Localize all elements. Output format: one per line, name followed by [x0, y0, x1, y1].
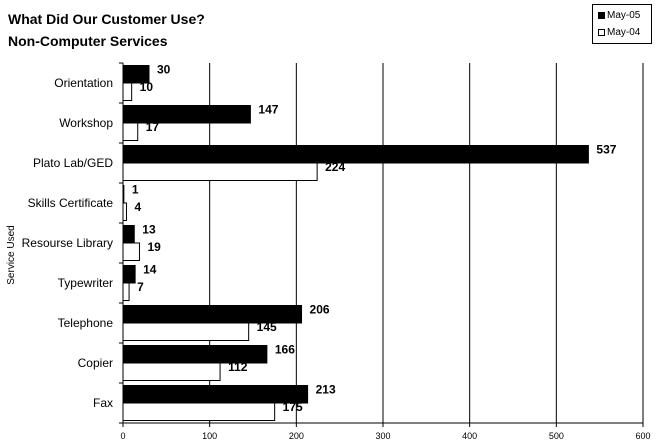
data-label-may-05-workshop: 147 [258, 102, 278, 116]
bar-may-04-resourse-library [122, 242, 140, 261]
bar-may-04-skills-certificate [122, 202, 127, 221]
category-label-copier: Copier [78, 356, 113, 370]
bar-may-04-copier [122, 362, 221, 381]
bar-may-05-resourse-library [122, 225, 135, 244]
bar-may-05-fax [122, 385, 309, 404]
bar-may-04-plato-lab-ged [122, 162, 318, 181]
category-label-orientation: Orientation [54, 76, 113, 90]
bar-may-04-typewriter [122, 282, 130, 301]
chart-subtitle: Non-Computer Services [8, 33, 168, 49]
legend-label-may-05: May-05 [607, 10, 641, 21]
bar-may-04-workshop [122, 122, 139, 141]
data-label-may-04-copier: 112 [228, 360, 248, 374]
data-label-may-05-plato-lab-ged: 537 [596, 142, 616, 156]
y-axis-title: Service Used [6, 225, 17, 284]
x-tick-label: 600 [635, 431, 650, 441]
x-tick-label: 0 [120, 431, 125, 441]
bar-may-05-orientation [122, 65, 150, 84]
bar-may-04-orientation [122, 82, 133, 101]
legend-item-may-04: May-04 [598, 27, 640, 38]
chart-title: What Did Our Customer Use? [8, 11, 205, 27]
data-label-may-04-fax: 175 [283, 400, 303, 414]
bar-may-05-plato-lab-ged [122, 145, 589, 164]
data-label-may-04-workshop: 17 [146, 120, 160, 134]
legend-swatch-may-05 [598, 12, 605, 19]
x-tick-label: 200 [289, 431, 304, 441]
data-label-may-05-resourse-library: 13 [142, 222, 156, 236]
category-label-telephone: Telephone [58, 316, 114, 330]
data-label-may-05-copier: 166 [275, 342, 295, 356]
legend: May-05 May-04 [592, 4, 652, 44]
x-tick-label: 500 [549, 431, 564, 441]
category-label-plato-lab-ged: Plato Lab/GED [33, 156, 113, 170]
data-label-may-04-plato-lab-ged: 224 [325, 160, 345, 174]
category-label-resourse-library: Resourse Library [22, 236, 113, 250]
data-label-may-05-typewriter: 14 [143, 262, 157, 276]
legend-swatch-may-04 [598, 29, 605, 36]
data-label-may-05-fax: 213 [316, 382, 336, 396]
data-label-may-04-skills-certificate: 4 [134, 200, 141, 214]
category-label-typewriter: Typewriter [58, 276, 113, 290]
bar-may-04-telephone [122, 322, 250, 341]
x-tick-label: 400 [462, 431, 477, 441]
legend-item-may-05: May-05 [598, 10, 640, 21]
data-label-may-05-skills-certificate: 1 [132, 182, 139, 196]
data-label-may-05-orientation: 30 [157, 62, 171, 76]
category-label-fax: Fax [93, 396, 113, 410]
legend-label-may-04: May-04 [607, 27, 641, 38]
data-label-may-05-telephone: 206 [310, 302, 330, 316]
bar-may-05-workshop [122, 105, 251, 124]
bar-may-04-fax [122, 402, 276, 421]
x-tick-label: 300 [375, 431, 390, 441]
bar-may-05-skills-certificate [122, 185, 125, 204]
data-label-may-04-orientation: 10 [140, 80, 154, 94]
bar-may-05-typewriter [122, 265, 136, 284]
data-label-may-04-resourse-library: 19 [147, 240, 161, 254]
data-label-may-04-telephone: 145 [257, 320, 277, 334]
data-label-may-04-typewriter: 7 [137, 280, 144, 294]
category-label-workshop: Workshop [59, 116, 113, 130]
category-label-skills-certificate: Skills Certificate [28, 196, 114, 210]
x-tick-label: 100 [202, 431, 217, 441]
